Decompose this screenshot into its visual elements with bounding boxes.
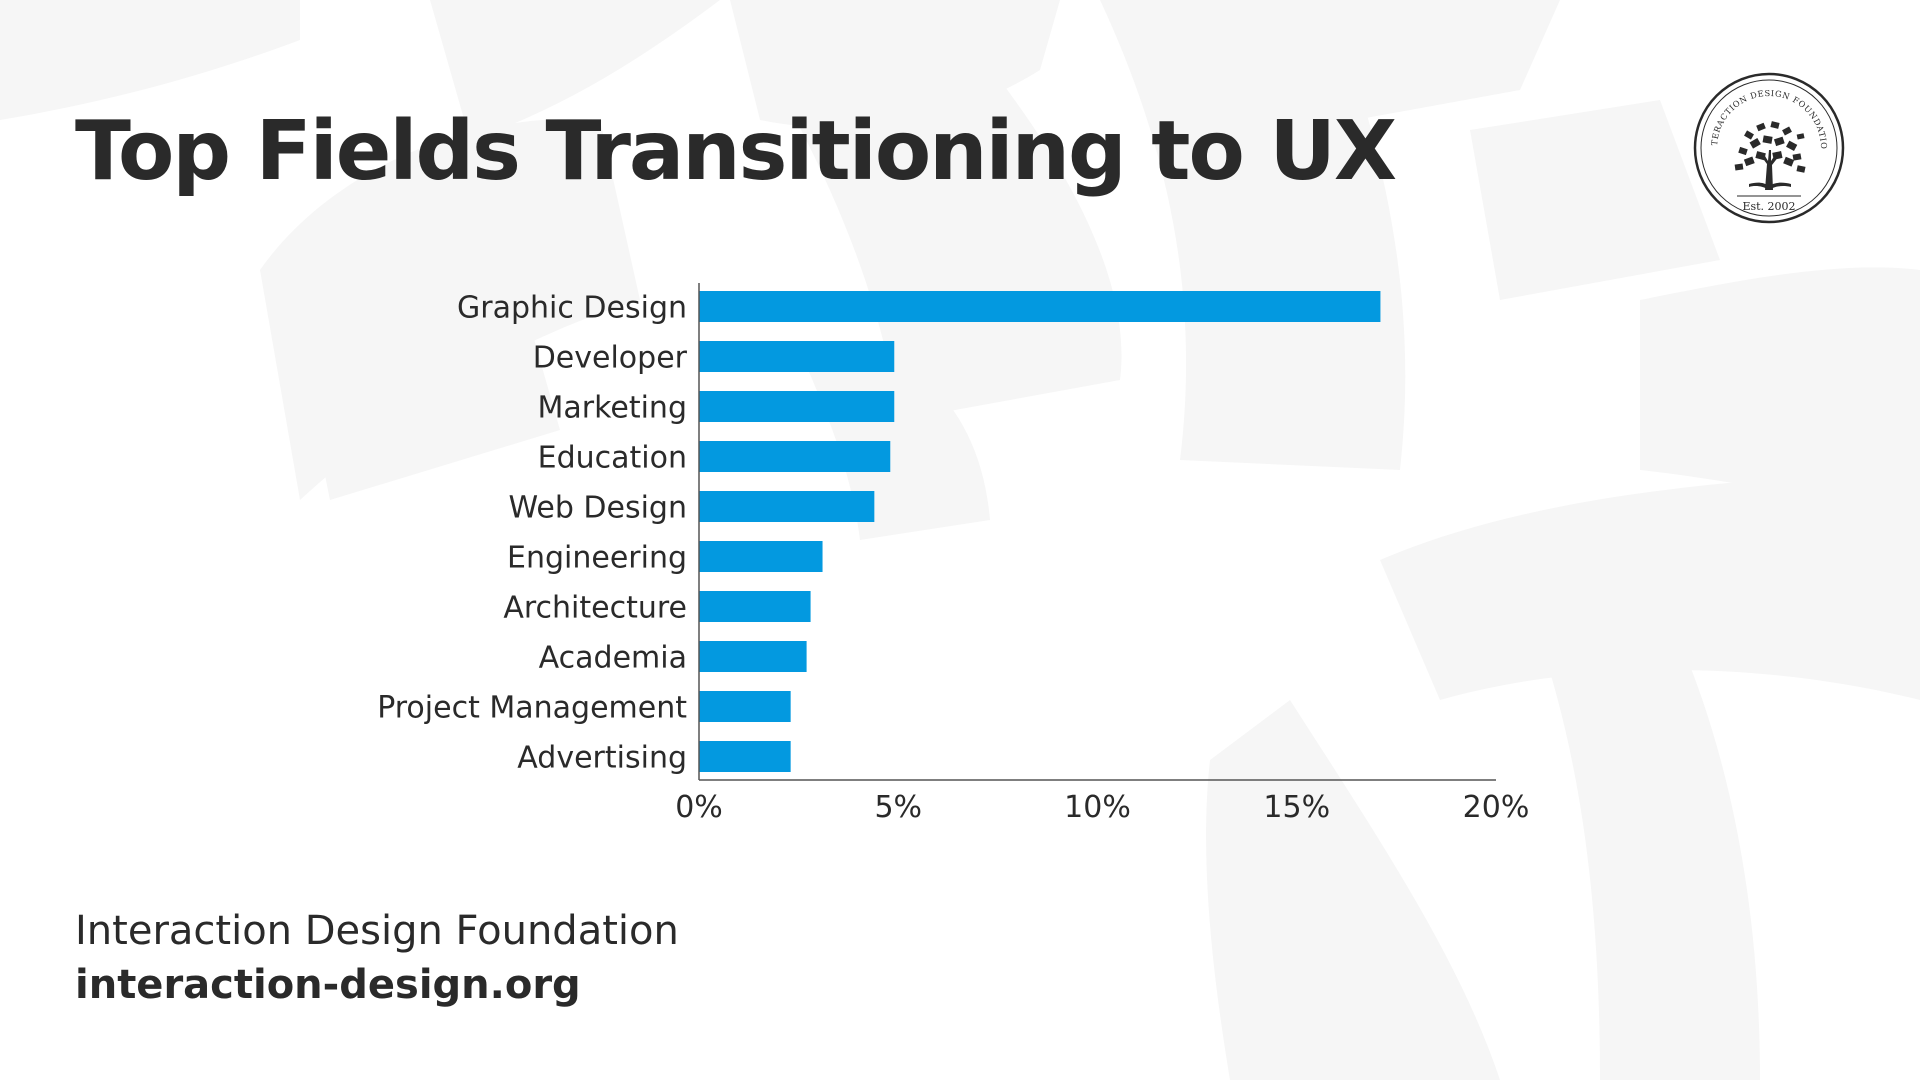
- category-label: Advertising: [517, 741, 687, 776]
- bar-project-management: [699, 691, 791, 722]
- bar-education: [699, 441, 891, 472]
- category-label: Engineering: [507, 541, 687, 576]
- tree-books-icon: [1734, 121, 1806, 190]
- category-label: Architecture: [503, 591, 687, 626]
- x-tick-label: 5%: [874, 790, 922, 825]
- bar-academia: [699, 641, 807, 672]
- footer-organization-name: Interaction Design Foundation: [75, 908, 679, 954]
- category-label: Graphic Design: [457, 291, 687, 326]
- x-tick-label: 10%: [1064, 790, 1131, 825]
- x-tick-label: 0%: [675, 790, 723, 825]
- x-tick-label: 15%: [1263, 790, 1330, 825]
- footer-url-link[interactable]: interaction-design.org: [75, 962, 581, 1008]
- x-tick-label: 20%: [1463, 790, 1530, 825]
- bar-developer: [699, 341, 895, 372]
- logo-est-text: Est. 2002: [1742, 200, 1795, 213]
- category-label: Marketing: [537, 391, 687, 426]
- category-label: Academia: [539, 641, 687, 676]
- bar-graphic-design: [699, 291, 1381, 322]
- bar-series: [699, 291, 1381, 772]
- x-tick-labels: 0% 5% 10% 15% 20%: [675, 790, 1529, 825]
- category-label: Web Design: [508, 491, 687, 526]
- page-title: Top Fields Transitioning to UX: [75, 104, 1397, 199]
- bar-engineering: [699, 541, 823, 572]
- category-labels: Graphic Design Developer Marketing Educatio…: [377, 291, 687, 776]
- category-label: Project Management: [377, 691, 687, 726]
- bar-architecture: [699, 591, 811, 622]
- bar-advertising: [699, 741, 791, 772]
- bar-marketing: [699, 391, 895, 422]
- idf-logo: INTERACTION DESIGN FOUNDATION Est. 2002: [1693, 72, 1845, 224]
- category-label: Education: [538, 441, 687, 476]
- bar-web-design: [699, 491, 875, 522]
- category-label: Developer: [533, 341, 688, 376]
